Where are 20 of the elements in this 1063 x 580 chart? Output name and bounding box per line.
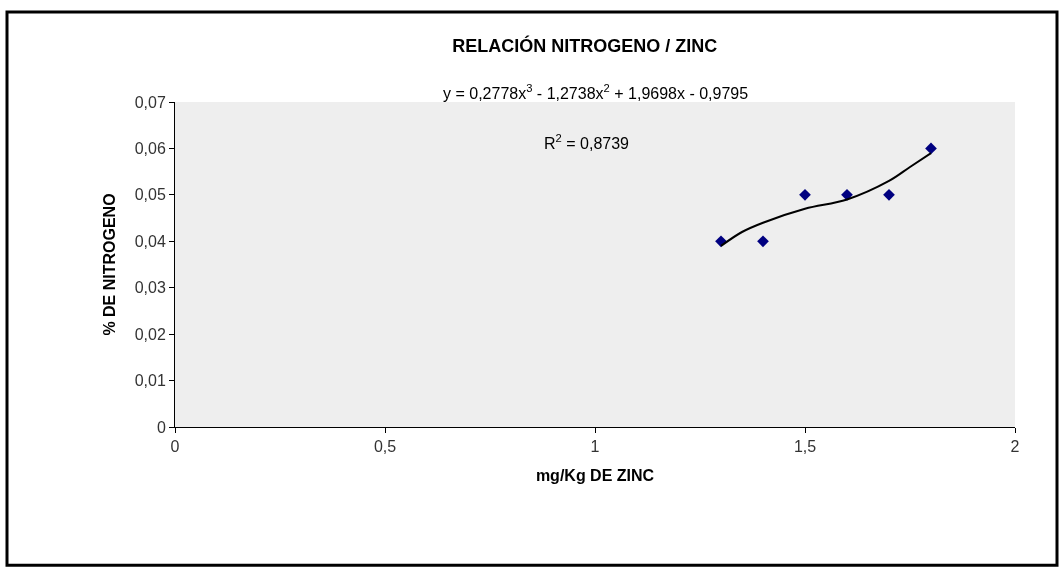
y-tick-label: 0,07 (134, 93, 166, 111)
x-tick-label: 0,5 (373, 438, 397, 456)
point (757, 235, 769, 248)
y-axis-title: % DE NITROGENO (100, 193, 118, 336)
y-tick-label: 0,04 (134, 232, 166, 250)
point (925, 142, 937, 155)
y-tick-label: 0,06 (134, 140, 166, 158)
x-tick-label: 1,5 (793, 438, 817, 456)
y-tick-label: 0 (156, 418, 166, 436)
y-tick-label: 0,03 (134, 279, 166, 297)
annotation: R$^{2}$ = 0,8739 (544, 132, 630, 152)
y-tick-label: 0,02 (134, 325, 166, 343)
y-tick-label: 0,05 (134, 186, 166, 204)
x-tick-label: 2 (1010, 438, 1020, 456)
x-axis-title: mg/Kg DE ZINC (535, 466, 655, 484)
y-tick-label: 0,01 (134, 372, 166, 390)
x-tick-label: 0 (170, 438, 180, 456)
text: y = 0,2778x$^{3}$ - 1,2738x$^{2}$ + 1,9698x - 0,9795 (443, 82, 749, 102)
chart-title: RELACIÓN NITROGENO / ZINC (452, 34, 718, 56)
x-tick-label: 1 (590, 438, 600, 456)
